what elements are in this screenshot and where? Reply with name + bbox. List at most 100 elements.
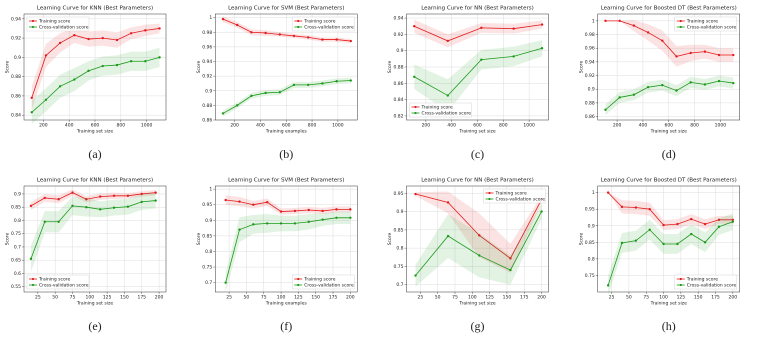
legend-marker	[679, 277, 682, 281]
point	[57, 220, 60, 223]
y-tick-label: 0.92	[11, 36, 21, 42]
legend-box	[26, 16, 90, 32]
point	[634, 206, 638, 209]
point	[675, 55, 678, 58]
y-tick-label: 0.92	[393, 32, 403, 38]
y-axis-label: Score	[5, 232, 11, 245]
legend-marker	[297, 19, 300, 23]
y-tick-label: 0.75	[11, 231, 21, 237]
point	[73, 34, 76, 37]
y-tick-label: 0.9	[396, 209, 403, 215]
point	[158, 56, 161, 59]
y-tick-label: 0.9	[14, 55, 21, 61]
x-tick-label: 600	[282, 123, 291, 129]
y-tick-label: 0.9	[588, 223, 595, 229]
legend-box	[483, 188, 546, 204]
point	[509, 257, 512, 260]
series-line	[605, 20, 734, 57]
point	[646, 85, 650, 89]
plot-frame	[215, 185, 358, 293]
y-tick-label: 0.85	[202, 233, 212, 239]
x-tick-label: 175	[329, 295, 338, 301]
x-tick-label: 800	[690, 123, 699, 129]
point	[129, 32, 133, 35]
point	[73, 78, 76, 81]
plot-frame	[23, 185, 167, 293]
caption: (d)	[662, 147, 676, 161]
x-tick-label: 50	[626, 295, 632, 301]
plot-frame	[597, 13, 740, 121]
point	[335, 216, 338, 219]
x-tick-label: 400	[447, 123, 456, 129]
point	[306, 36, 310, 39]
point	[101, 64, 104, 68]
y-tick-label: 0.85	[585, 240, 595, 246]
y-tick-label: 0.9	[205, 218, 212, 224]
y-tick-label: 1	[592, 18, 595, 24]
x-tick-label: 175	[520, 295, 529, 301]
subplot: 0.7 0.75 0.8 0.85 0.9 0.95 25 50 75 100 125 150 175 2…	[387, 178, 549, 333]
point	[307, 208, 310, 212]
point	[264, 31, 267, 35]
plot-frame	[406, 13, 549, 121]
y-tick-label: 0.86	[11, 93, 21, 99]
point	[266, 222, 269, 225]
x-tick-label: 25	[417, 295, 423, 301]
std-band	[31, 47, 160, 124]
y-tick-label: 0.86	[393, 81, 403, 87]
point	[703, 241, 707, 244]
x-tick-label: 50	[435, 295, 441, 301]
caption: (g)	[471, 319, 485, 333]
point	[252, 223, 255, 226]
x-tick-label: 200	[537, 295, 546, 301]
point	[71, 204, 74, 208]
point	[57, 198, 60, 201]
x-tick-label: 400	[256, 123, 265, 129]
point	[349, 216, 352, 219]
legend-marker	[488, 191, 491, 195]
point	[235, 104, 239, 107]
point	[264, 91, 267, 95]
x-axis-label: Training set size	[76, 129, 113, 135]
point	[278, 91, 281, 94]
plot-frame	[406, 185, 549, 293]
y-tick-label: 0.95	[202, 202, 212, 208]
point	[293, 209, 297, 213]
legend-marker	[679, 25, 682, 29]
subplot: 0.84 0.86 0.88 0.9 0.92 0.94 200 400 600 800 1000 L…	[5, 6, 167, 161]
y-tick-label: 0.9	[14, 191, 21, 197]
y-axis-label: Score	[578, 60, 584, 73]
subplot: 0.55 0.6 0.65 0.7 0.75 0.8 0.85 0.9 25 50 75 100 125…	[5, 178, 167, 333]
point	[509, 268, 512, 272]
caption: (h)	[662, 319, 676, 333]
y-axis-label: Score	[196, 60, 202, 73]
series-line	[31, 28, 160, 98]
y-tick-label: 0.7	[14, 244, 21, 250]
caption: (e)	[88, 319, 101, 333]
point	[717, 218, 721, 221]
point	[413, 75, 416, 78]
y-tick-label: 0.75	[585, 273, 595, 279]
y-tick-label: 0.85	[11, 205, 21, 211]
y-tick-label: 0.94	[585, 59, 595, 65]
point	[321, 218, 324, 221]
legend-label: Cross-validation score	[304, 25, 354, 31]
x-tick-label: 400	[65, 123, 74, 129]
caption: (b)	[279, 147, 293, 161]
std-band	[222, 77, 351, 117]
point	[85, 198, 88, 201]
point	[321, 209, 324, 213]
x-tick-label: 600	[473, 123, 482, 129]
std-band	[31, 23, 160, 110]
point	[115, 38, 119, 42]
y-tick-label: 0.94	[11, 16, 21, 22]
legend-label: Training score	[686, 277, 719, 283]
point	[144, 60, 147, 63]
caption: (f)	[280, 319, 292, 333]
point	[620, 241, 624, 245]
std-band	[608, 192, 733, 231]
subplot: 0.86 0.88 0.9 0.92 0.94 0.96 0.98 1 200 400 600 800…	[196, 6, 358, 161]
point	[30, 111, 33, 114]
point	[250, 31, 253, 34]
